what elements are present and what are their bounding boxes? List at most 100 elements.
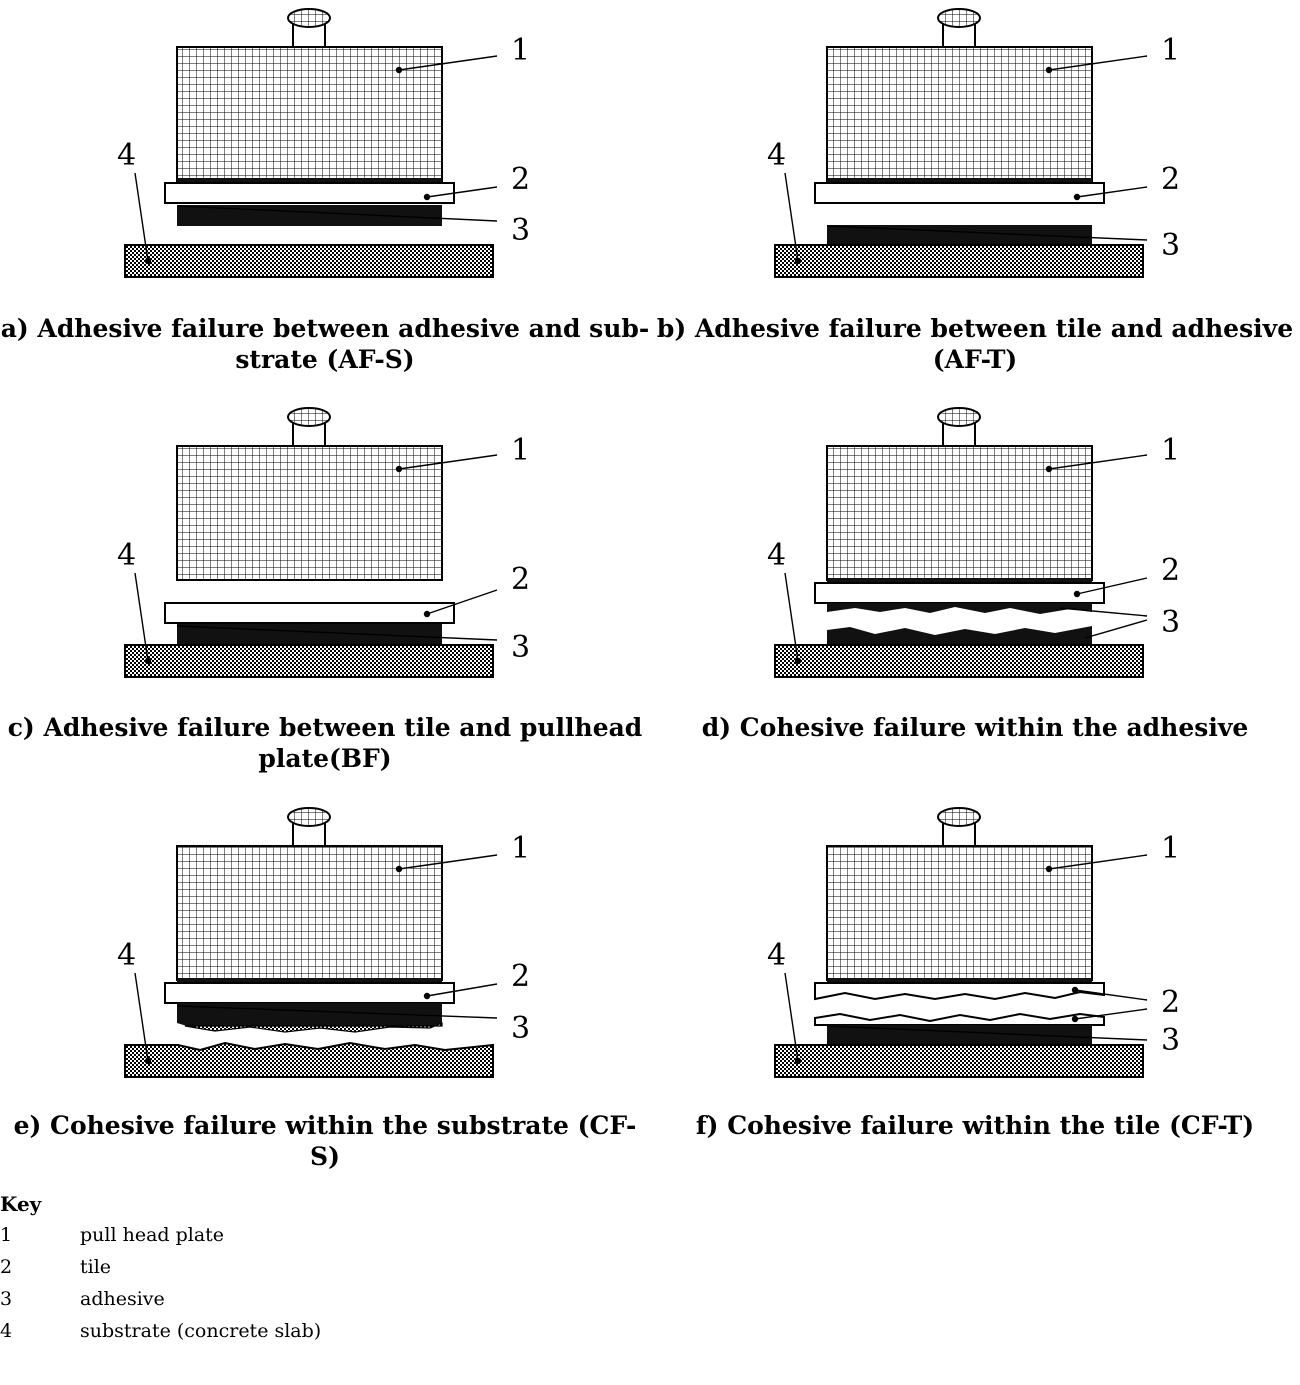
tile [814, 582, 1105, 604]
bond-layer [827, 578, 1092, 585]
tile-fragment-lower [814, 1012, 1105, 1026]
tile [164, 982, 455, 1004]
callout-2: 2 [1161, 985, 1180, 1020]
leader-lines [134, 55, 498, 265]
callout-2: 2 [511, 959, 530, 994]
callout-1: 1 [1161, 831, 1180, 866]
caption-e: e) Cohesive failure within the substrate… [0, 1110, 650, 1172]
callout-2: 2 [511, 562, 530, 597]
callout-4: 4 [117, 138, 136, 173]
caption-b-line2: (AF-T) [932, 345, 1018, 374]
substrate [774, 644, 1144, 678]
key-item-label: tile [80, 1256, 112, 1278]
caption-a-line1: a) Adhesive failure between adhesive and… [0, 314, 650, 343]
pull-head-plate [826, 445, 1093, 581]
bond-layer [177, 178, 442, 185]
substrate [774, 244, 1144, 278]
caption-c-line1: c) Adhesive failure between tile and pul… [7, 713, 643, 742]
pull-head-plate [826, 46, 1093, 182]
callout-3: 3 [511, 630, 530, 665]
pull-head-knob [287, 807, 331, 848]
caption-f-line1: f) Cohesive failure within the tile (CF-… [695, 1111, 1255, 1140]
pull-head-plate [826, 845, 1093, 981]
adhesive-layer [177, 205, 442, 226]
key-item-number: 3 [0, 1288, 13, 1310]
tile-fragment-upper [814, 982, 1105, 1001]
key-item: 1 pull head plate [0, 1224, 321, 1256]
panel-d: 1 2 3 4 [767, 407, 1180, 678]
pull-head-knob [937, 807, 981, 848]
panel-e: 1 2 3 4 [117, 807, 530, 1078]
tile [164, 602, 455, 624]
caption-d: d) Cohesive failure within the adhesive [650, 712, 1300, 743]
key-item-label: substrate (concrete slab) [80, 1320, 322, 1342]
callout-1: 1 [1161, 433, 1180, 468]
pull-head-knob [287, 8, 331, 49]
key-item-number: 1 [0, 1224, 13, 1246]
pull-head-knob [937, 407, 981, 448]
callout-3: 3 [511, 1011, 530, 1046]
leader-lines [134, 454, 498, 665]
key-item: 3 adhesive [0, 1288, 321, 1320]
leader-lines [784, 854, 1148, 1065]
callout-3: 3 [511, 213, 530, 248]
bond-layer [827, 978, 1092, 985]
key-item-label: pull head plate [80, 1224, 225, 1246]
pull-head-plate [176, 845, 443, 981]
leader-lines [134, 854, 498, 1065]
callout-2: 2 [1161, 553, 1180, 588]
key-legend: Key 1 pull head plate 2 tile 3 adhesive … [0, 1192, 321, 1352]
adhesive-fragment-lower [827, 626, 1092, 645]
caption-b-line1: b) Adhesive failure between tile and adh… [656, 314, 1294, 343]
adhesive-layer [827, 1025, 1092, 1046]
callout-4: 4 [767, 938, 786, 973]
bond-layer [177, 978, 442, 985]
key-item: 4 substrate (concrete slab) [0, 1320, 321, 1352]
key-item-label: adhesive [80, 1288, 165, 1310]
panel-c: 1 2 3 4 [117, 407, 530, 678]
panel-b: 1 2 3 4 [767, 8, 1180, 278]
caption-d-line1: d) Cohesive failure within the adhesive [701, 713, 1249, 742]
caption-a-line2: strate (AF-S) [235, 345, 415, 374]
key-item-number: 4 [0, 1320, 13, 1342]
callout-1: 1 [1161, 33, 1180, 68]
callout-1: 1 [511, 831, 530, 866]
panel-f: 1 2 3 4 [767, 807, 1180, 1078]
pull-head-knob [287, 407, 331, 448]
caption-b: b) Adhesive failure between tile and adh… [650, 313, 1300, 375]
substrate [124, 1041, 494, 1078]
substrate [124, 244, 494, 278]
callout-1: 1 [511, 433, 530, 468]
adhesive-fragment-upper [827, 603, 1092, 614]
pull-head-plate [176, 46, 443, 182]
caption-c: c) Adhesive failure between tile and pul… [0, 712, 650, 774]
callout-1: 1 [511, 33, 530, 68]
callout-4: 4 [117, 938, 136, 973]
leader-lines [784, 55, 1148, 265]
callout-4: 4 [767, 138, 786, 173]
tile [164, 182, 455, 204]
adhesive-layer [827, 225, 1092, 246]
pull-head-knob [937, 8, 981, 49]
callout-3: 3 [1161, 605, 1180, 640]
caption-e-line1: e) Cohesive failure within the substrate… [13, 1111, 637, 1171]
key-item: 2 tile [0, 1256, 321, 1288]
key-title: Key [0, 1192, 42, 1216]
leader-lines [784, 454, 1148, 665]
bond-layer [827, 178, 1092, 185]
callout-3: 3 [1161, 228, 1180, 263]
callout-3: 3 [1161, 1023, 1180, 1058]
substrate-fragment [184, 1022, 443, 1033]
caption-a: a) Adhesive failure between adhesive and… [0, 313, 650, 375]
caption-f: f) Cohesive failure within the tile (CF-… [650, 1110, 1300, 1141]
panel-a: 1 2 3 4 [117, 8, 530, 278]
substrate [774, 1044, 1144, 1078]
pull-head-plate [176, 445, 443, 581]
callout-2: 2 [1161, 162, 1180, 197]
callout-2: 2 [511, 162, 530, 197]
caption-c-line2: plate(BF) [258, 744, 392, 773]
tile [814, 182, 1105, 204]
substrate [124, 644, 494, 678]
callout-4: 4 [767, 538, 786, 573]
